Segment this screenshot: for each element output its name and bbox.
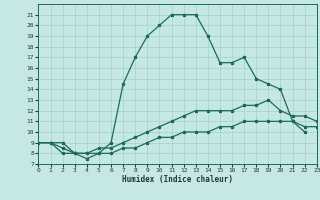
X-axis label: Humidex (Indice chaleur): Humidex (Indice chaleur) [122, 175, 233, 184]
